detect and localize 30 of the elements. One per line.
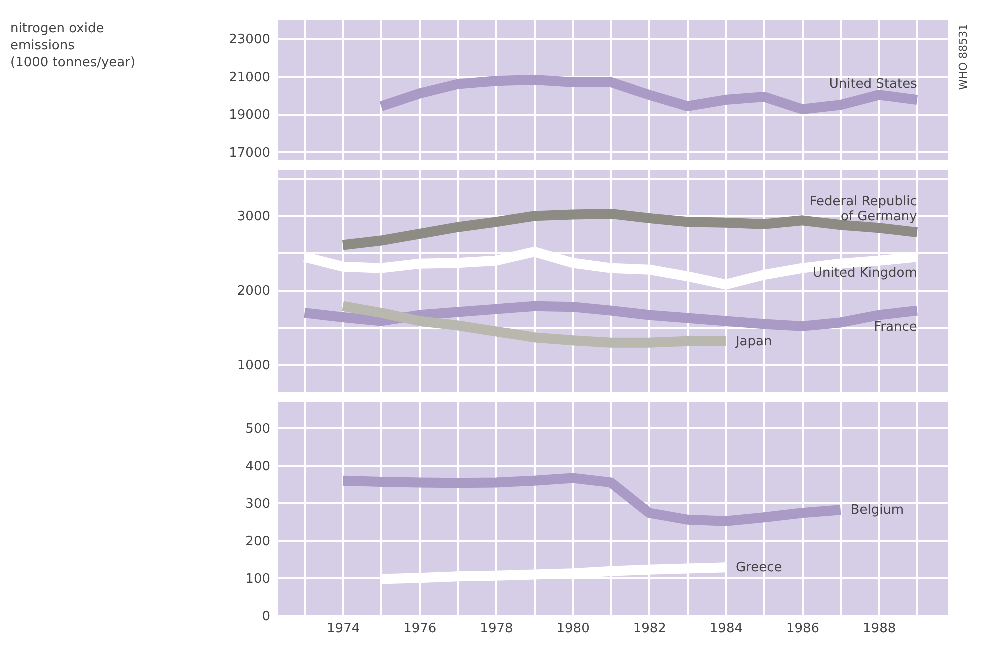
y-tick-label: 21000 — [229, 70, 270, 86]
x-tick-label: 1974 — [327, 622, 360, 636]
y-tick-label: 1000 — [237, 358, 270, 374]
y-tick-label: 400 — [246, 459, 270, 474]
x-tick-label: 1980 — [556, 622, 590, 636]
series-label: Federal Republic of Germany — [810, 194, 918, 225]
y-tick-label: 17000 — [229, 146, 270, 161]
x-tick-label: 1986 — [786, 622, 820, 636]
x-tick-label: 1984 — [710, 622, 743, 636]
y-tick-label: 23000 — [229, 32, 270, 48]
y-axis-title: nitrogen oxide emissions (1000 tonnes/year) — [10, 22, 136, 70]
x-tick-label: 1982 — [633, 622, 666, 636]
y-tick-label: 100 — [246, 572, 270, 587]
y-tick-label: 200 — [246, 534, 270, 550]
y-tick-label: 19000 — [229, 108, 270, 124]
x-tick-label: 1976 — [404, 622, 437, 636]
y-tick-label: 2000 — [237, 284, 270, 300]
text: WHO 88531 — [957, 24, 970, 90]
y-tick-label: 300 — [246, 496, 270, 512]
series-label: United Kingdom — [813, 266, 918, 282]
y-tick-label: 500 — [246, 422, 270, 437]
y-tick-label: 0 — [262, 610, 270, 624]
series-label: Japan — [734, 334, 772, 350]
y-tick-label: 3000 — [237, 210, 270, 225]
series-label: Belgium — [850, 503, 904, 518]
x-tick-label: 1978 — [480, 622, 514, 636]
series-label: France — [874, 320, 918, 335]
series-label: Greece — [736, 560, 782, 576]
x-tick-label: 1988 — [863, 622, 896, 636]
series-label: United States — [829, 77, 918, 92]
